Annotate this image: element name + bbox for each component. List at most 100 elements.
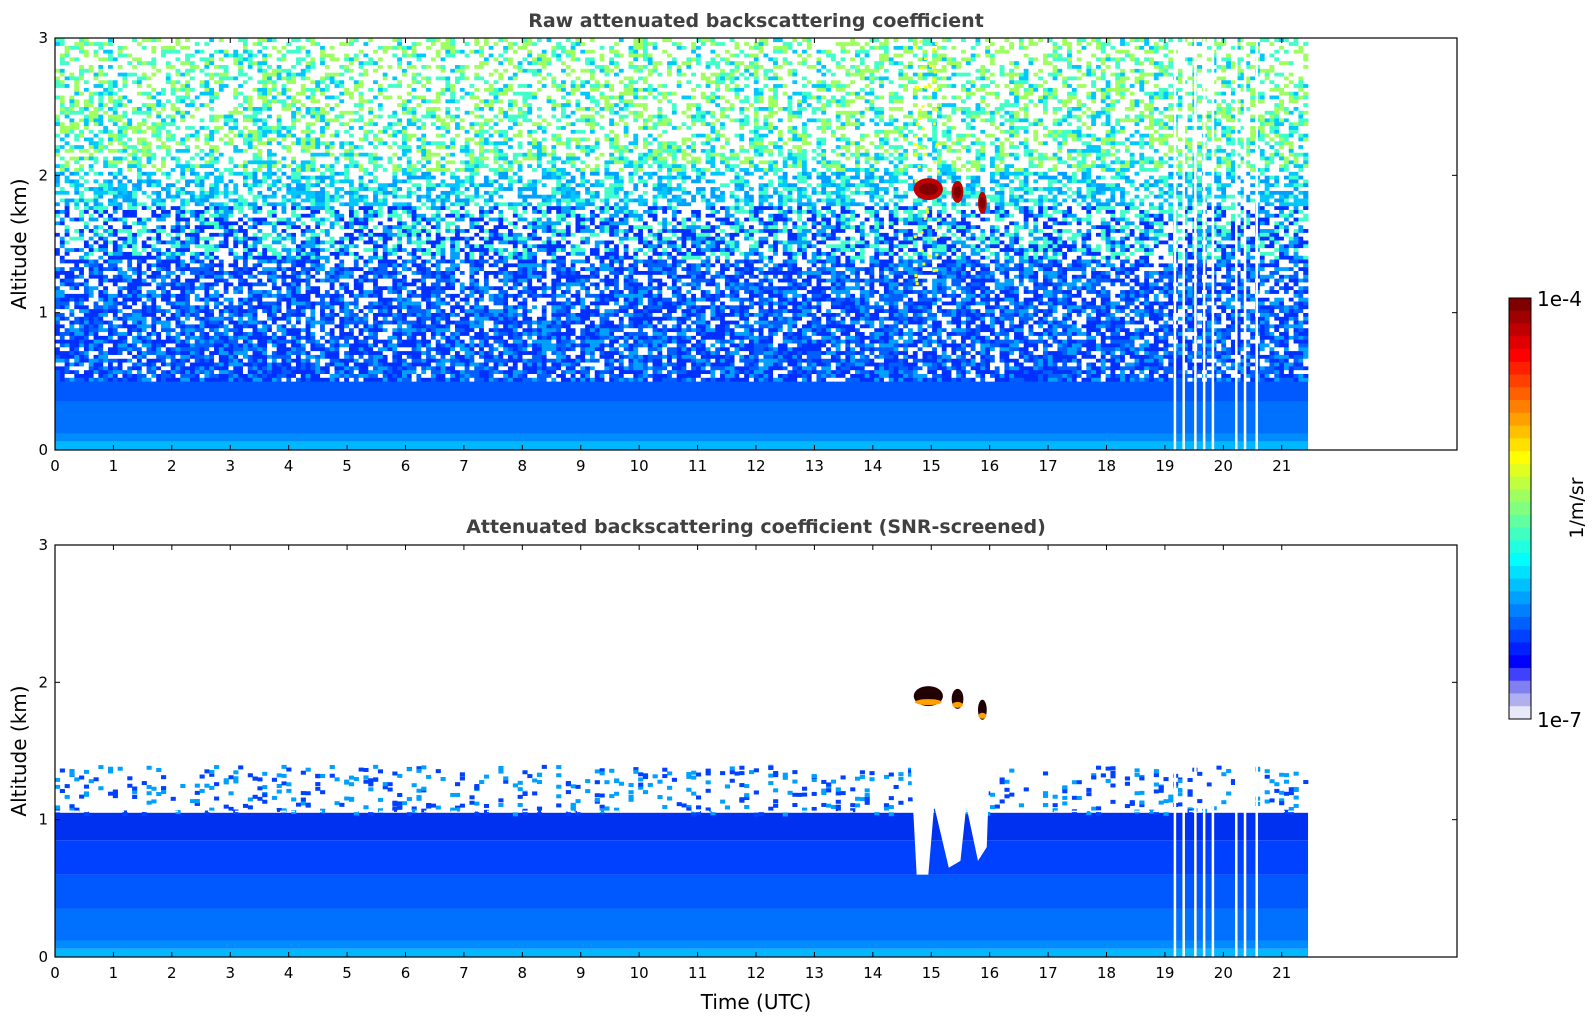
heatmap-cell — [218, 369, 224, 374]
heatmap-cell — [811, 347, 817, 352]
heatmap-cell — [455, 347, 461, 352]
heatmap-cell — [744, 316, 750, 321]
heatmap-cell — [927, 339, 933, 344]
heatmap-cell — [1288, 316, 1294, 321]
heatmap-cell — [88, 366, 94, 371]
heatmap-cell — [1240, 369, 1246, 374]
heatmap-cell — [103, 331, 109, 336]
chart-title-raw: Raw attenuated backscattering coefficien… — [528, 10, 984, 32]
heatmap-cell — [1197, 339, 1203, 344]
heatmap-cell — [218, 343, 224, 348]
heatmap-cell — [257, 358, 263, 363]
heatmap-cell — [276, 373, 282, 378]
heatmap-cell — [768, 366, 774, 371]
heatmap-cell — [695, 377, 702, 382]
heatmap-cell — [1303, 347, 1309, 352]
heatmap-cell — [450, 339, 456, 344]
heatmap-cell — [479, 308, 485, 313]
heatmap-cell — [209, 347, 215, 352]
heatmap-cell — [927, 347, 933, 352]
heatmap-cell — [1182, 335, 1188, 340]
heatmap-cell — [748, 324, 755, 329]
heatmap-cell — [729, 320, 735, 325]
heatmap-cell — [83, 324, 90, 329]
heatmap-cell — [498, 320, 504, 325]
heatmap-cell — [373, 358, 379, 363]
heatmap-cell — [132, 343, 138, 348]
heatmap-cell — [802, 343, 808, 348]
heatmap-cell — [406, 347, 412, 352]
heatmap-cell — [580, 366, 586, 371]
heatmap-cell — [551, 347, 557, 352]
heatmap-cell — [1149, 324, 1155, 329]
heatmap-cell — [1216, 377, 1222, 382]
heatmap-cell — [797, 354, 803, 359]
heatmap-cell — [204, 324, 210, 329]
heatmap-cell — [527, 331, 533, 336]
heatmap-cell — [1206, 312, 1212, 317]
heatmap-cell — [300, 362, 306, 367]
heatmap-cell — [1023, 373, 1029, 378]
heatmap-cell — [893, 308, 899, 313]
heatmap-cell — [1168, 308, 1174, 313]
heatmap-cell — [917, 324, 923, 329]
heatmap-cell — [946, 335, 952, 340]
heatmap-cell — [262, 339, 268, 344]
heatmap-cell — [146, 327, 152, 333]
heatmap-cell — [748, 331, 755, 336]
heatmap-cell — [729, 373, 735, 378]
heatmap-cell — [136, 373, 143, 378]
heatmap-cell — [406, 373, 412, 378]
heatmap-cell — [122, 354, 128, 359]
heatmap-cell — [980, 358, 986, 363]
heatmap-cell — [281, 358, 287, 363]
heatmap-cell — [927, 308, 933, 313]
heatmap-cell — [874, 369, 880, 374]
heatmap-cell — [667, 327, 673, 333]
heatmap-cell — [850, 335, 856, 340]
heatmap-cell — [483, 350, 490, 355]
heatmap-cell — [445, 320, 451, 325]
heatmap-cell — [599, 343, 605, 348]
heatmap-cell — [700, 369, 706, 374]
heatmap-cell — [180, 327, 186, 333]
heatmap-cell — [156, 366, 162, 371]
heatmap-cell — [165, 369, 171, 374]
heatmap-cell — [724, 354, 731, 359]
heatmap-cell — [498, 324, 504, 329]
heatmap-cell — [1298, 362, 1304, 367]
heatmap-cell — [768, 350, 774, 355]
heatmap-cell — [753, 316, 759, 321]
heatmap-cell — [267, 320, 273, 325]
heatmap-cell — [667, 335, 673, 340]
heatmap-cell — [840, 331, 846, 336]
heatmap-cell — [1081, 373, 1087, 378]
heatmap-cell — [561, 343, 567, 348]
heatmap-cell — [753, 312, 759, 317]
heatmap-cell — [830, 377, 837, 382]
heatmap-cell — [855, 312, 861, 317]
heatmap-cell — [705, 324, 711, 329]
heatmap-cell — [1235, 377, 1241, 382]
heatmap-cell — [209, 308, 215, 313]
heatmap-cell — [1226, 335, 1232, 340]
heatmap-cell — [353, 308, 359, 313]
heatmap-cell — [556, 316, 562, 321]
heatmap-cell — [941, 339, 947, 344]
heatmap-cell — [671, 316, 677, 321]
heatmap-cell — [970, 369, 976, 374]
heatmap-cell — [199, 308, 205, 313]
heatmap-cell — [300, 331, 306, 336]
heatmap-cell — [228, 362, 234, 367]
heatmap-cell — [1264, 320, 1270, 325]
heatmap-cell — [893, 331, 899, 336]
heatmap-cell — [1023, 366, 1029, 371]
heatmap-cell — [903, 347, 909, 352]
heatmap-cell — [599, 316, 605, 321]
heatmap-cell — [108, 320, 114, 325]
heatmap-cell — [387, 320, 393, 325]
heatmap-cell — [1100, 316, 1106, 321]
heatmap-cell — [1057, 339, 1063, 344]
heatmap-cell — [295, 339, 302, 344]
heatmap-cell — [305, 339, 311, 344]
